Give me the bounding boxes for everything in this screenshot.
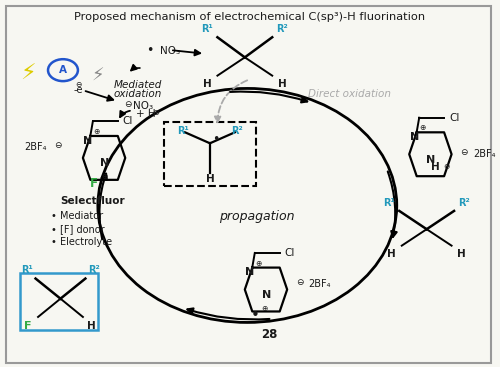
Text: •: • bbox=[146, 44, 154, 57]
Text: R²: R² bbox=[276, 23, 288, 34]
Text: Direct oxidation: Direct oxidation bbox=[308, 89, 391, 99]
Text: ⊖: ⊖ bbox=[76, 80, 82, 89]
Text: R²: R² bbox=[88, 265, 100, 275]
Text: •: • bbox=[250, 308, 259, 323]
Text: ⊕: ⊕ bbox=[94, 127, 100, 136]
Text: • [F] donor: • [F] donor bbox=[50, 224, 104, 234]
Text: N: N bbox=[84, 136, 92, 146]
Text: Proposed mechanism of electrochemical C(sp³)-H fluorination: Proposed mechanism of electrochemical C(… bbox=[74, 12, 426, 22]
Text: Cl: Cl bbox=[284, 248, 295, 258]
Text: R¹: R¹ bbox=[20, 265, 32, 275]
Text: ⊖: ⊖ bbox=[54, 141, 62, 150]
Text: NO₃: NO₃ bbox=[160, 46, 180, 56]
Text: H: H bbox=[206, 174, 214, 184]
Text: F: F bbox=[90, 177, 98, 190]
Text: ⊕: ⊕ bbox=[444, 161, 450, 171]
Text: ⊕: ⊕ bbox=[420, 123, 426, 132]
Text: ⊕: ⊕ bbox=[255, 259, 262, 268]
Text: H: H bbox=[457, 249, 466, 259]
Text: H: H bbox=[430, 161, 440, 171]
Text: 2BF₄: 2BF₄ bbox=[308, 279, 331, 289]
Text: N: N bbox=[410, 132, 419, 142]
Text: ⊖: ⊖ bbox=[124, 101, 132, 109]
Text: oxidation: oxidation bbox=[114, 89, 162, 99]
Text: H: H bbox=[203, 79, 212, 89]
Text: R²: R² bbox=[232, 126, 243, 136]
Text: Selectfluor: Selectfluor bbox=[60, 196, 125, 206]
Text: NO₃: NO₃ bbox=[132, 101, 153, 111]
Text: ⊕: ⊕ bbox=[152, 108, 160, 117]
Text: • Electrolyte: • Electrolyte bbox=[50, 236, 112, 247]
FancyBboxPatch shape bbox=[164, 122, 256, 186]
Text: 28: 28 bbox=[262, 328, 278, 341]
FancyBboxPatch shape bbox=[6, 6, 492, 363]
Text: ⊖: ⊖ bbox=[296, 278, 304, 287]
Text: ⚡: ⚡ bbox=[92, 67, 104, 85]
Text: Cl: Cl bbox=[449, 113, 460, 123]
Text: A: A bbox=[59, 65, 67, 75]
Text: H: H bbox=[278, 79, 286, 89]
Text: Mediated: Mediated bbox=[114, 80, 162, 90]
Text: •: • bbox=[212, 133, 220, 146]
Text: 2BF₄: 2BF₄ bbox=[474, 149, 496, 159]
Text: ⊕: ⊕ bbox=[101, 172, 107, 181]
FancyBboxPatch shape bbox=[20, 273, 98, 330]
Text: H: H bbox=[388, 249, 396, 259]
Text: H: H bbox=[88, 321, 96, 331]
Text: N: N bbox=[426, 155, 436, 165]
Text: N: N bbox=[100, 159, 109, 168]
Text: ⊖: ⊖ bbox=[460, 148, 468, 157]
Text: • Mediator: • Mediator bbox=[50, 211, 102, 221]
Text: F: F bbox=[24, 321, 32, 331]
Text: ⚡: ⚡ bbox=[20, 64, 36, 84]
Text: Cl: Cl bbox=[123, 116, 133, 126]
Text: ⊕: ⊕ bbox=[262, 304, 268, 313]
Text: R¹: R¹ bbox=[384, 198, 395, 208]
Text: 2BF₄: 2BF₄ bbox=[24, 142, 47, 152]
Text: propagation: propagation bbox=[220, 210, 295, 223]
Text: -e: -e bbox=[74, 85, 83, 95]
Text: R¹: R¹ bbox=[202, 23, 213, 34]
Text: R¹: R¹ bbox=[176, 126, 188, 136]
Text: R²: R² bbox=[458, 198, 470, 208]
Text: + H: + H bbox=[136, 109, 156, 119]
Text: N: N bbox=[262, 290, 271, 300]
Text: N: N bbox=[245, 267, 254, 277]
